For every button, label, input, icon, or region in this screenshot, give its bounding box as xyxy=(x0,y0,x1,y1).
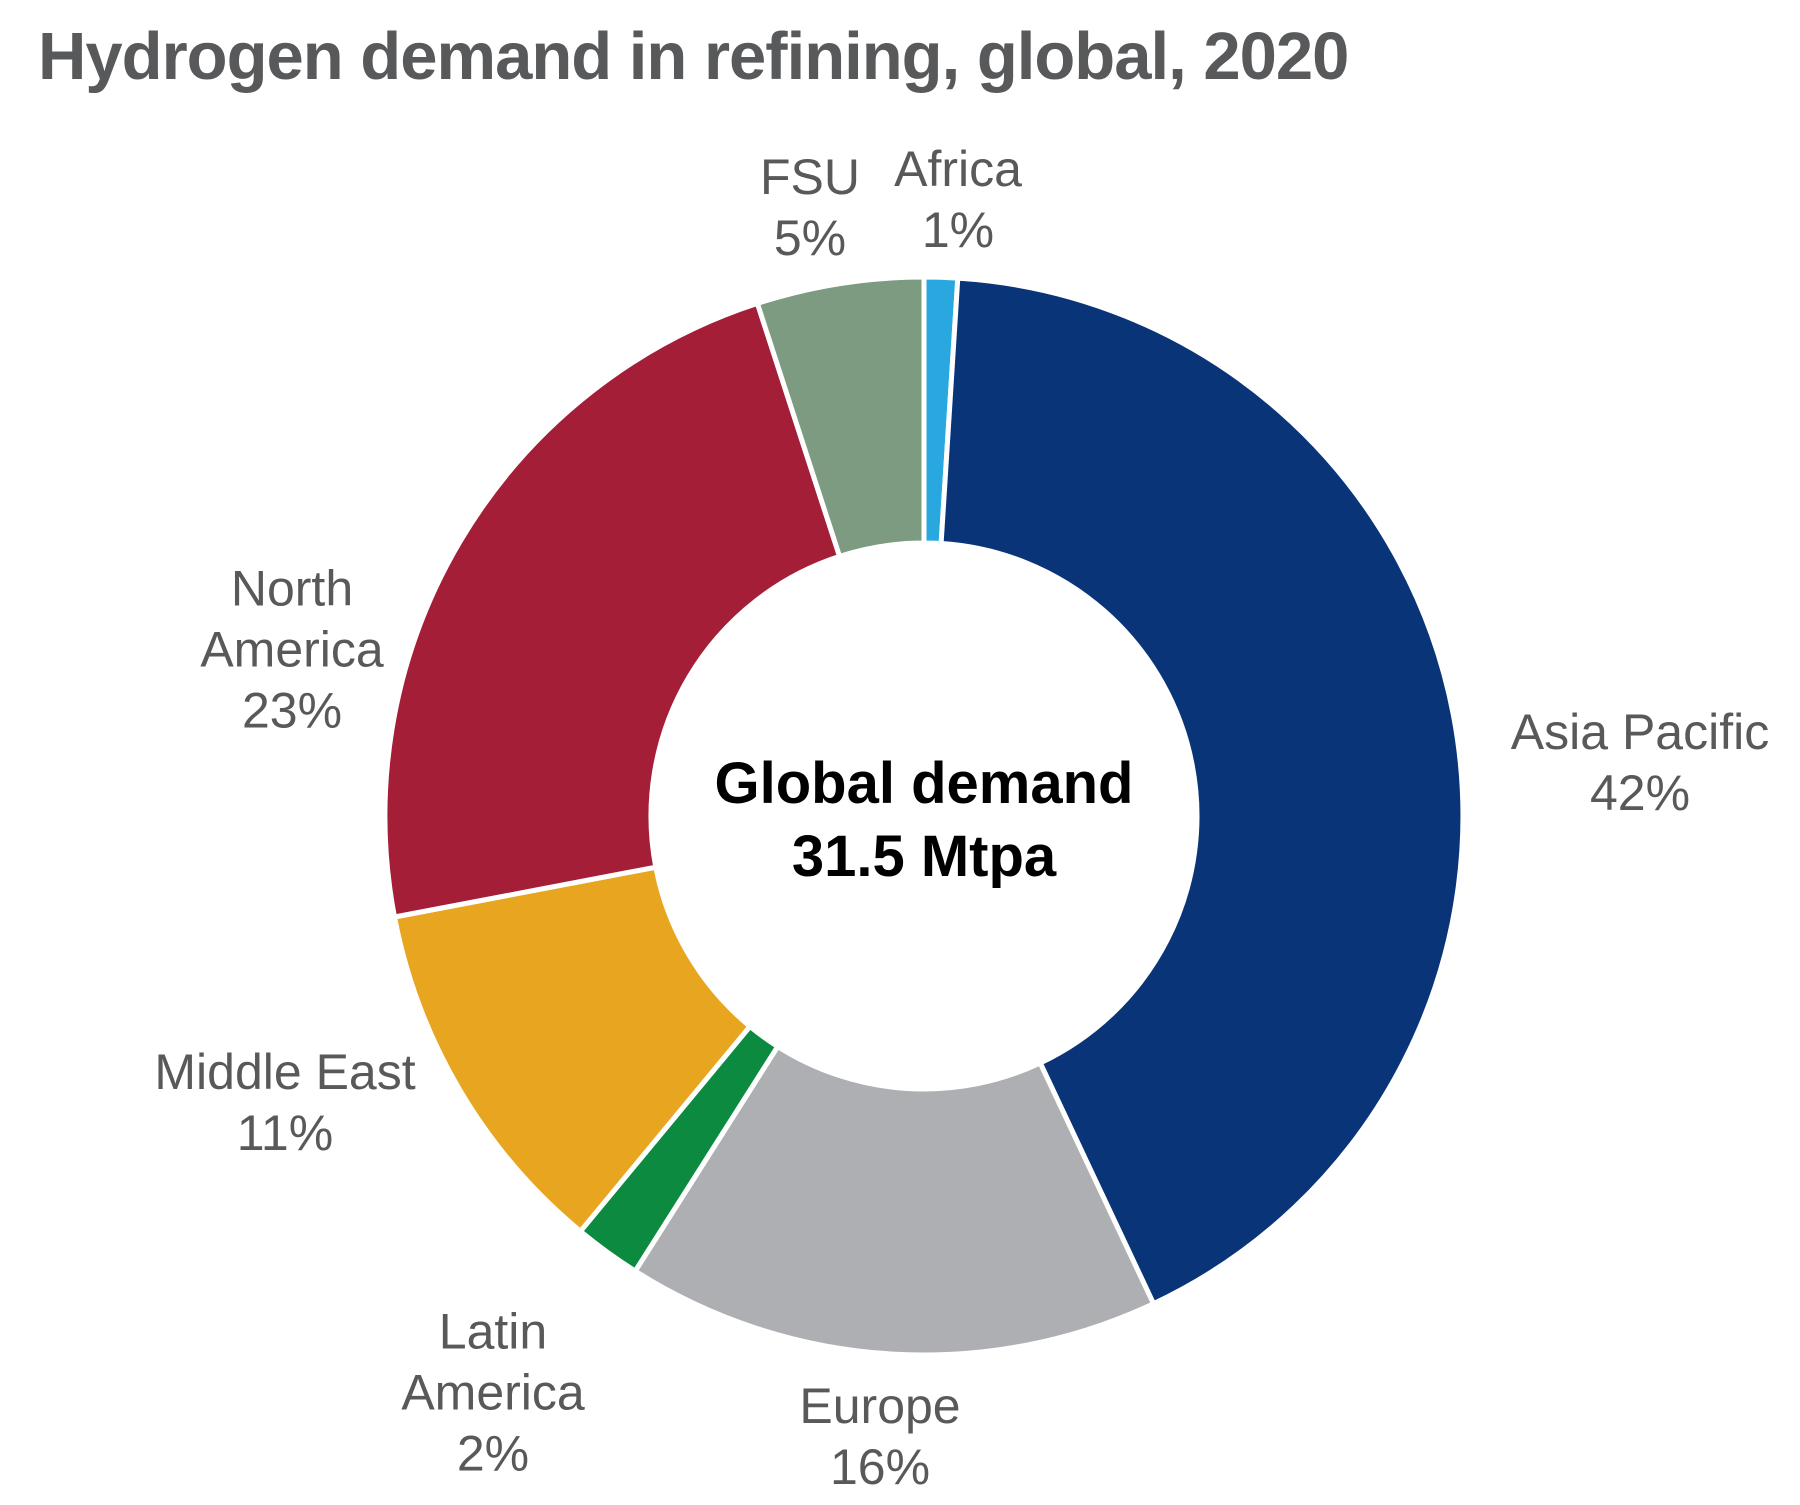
slice-north-america xyxy=(382,300,843,920)
slice-europe xyxy=(632,1044,1156,1358)
label-middle-east-pct: 11% xyxy=(236,1105,334,1161)
chart-title: Hydrogen demand in refining, global, 202… xyxy=(38,19,1349,94)
label-africa: Africa 1% xyxy=(894,139,1022,261)
label-asia-pacific: Asia Pacific 42% xyxy=(1511,702,1769,824)
label-fsu-name: FSU xyxy=(760,149,860,205)
slice-middle-east xyxy=(392,864,753,1234)
label-asia-pacific-pct: 42% xyxy=(1589,765,1691,821)
donut-center-line2: 31.5 Mtpa xyxy=(791,824,1057,889)
label-latin-america-line1: Latin xyxy=(438,1303,548,1360)
label-africa-name: Africa xyxy=(894,141,1022,197)
slice-fsu xyxy=(754,274,927,559)
label-middle-east-name: Middle East xyxy=(154,1044,416,1100)
label-latin-america: Latin America 2% xyxy=(401,1302,584,1485)
label-africa-pct: 1% xyxy=(921,202,995,258)
label-north-america: North America 23% xyxy=(200,559,383,742)
label-asia-pacific-name: Asia Pacific xyxy=(1510,704,1770,760)
label-fsu-pct: 5% xyxy=(773,210,847,266)
label-europe-name: Europe xyxy=(799,1378,961,1434)
donut-center-label: Global demand 31.5 Mtpa xyxy=(715,747,1134,893)
label-north-america-line1: North xyxy=(230,560,354,617)
label-north-america-line2: America xyxy=(200,621,384,678)
label-fsu: FSU 5% xyxy=(760,147,860,269)
label-north-america-pct: 23% xyxy=(241,682,343,739)
label-middle-east: Middle East 11% xyxy=(154,1042,415,1164)
label-latin-america-line2: America xyxy=(401,1364,585,1421)
label-europe: Europe 16% xyxy=(799,1376,960,1498)
label-latin-america-pct: 2% xyxy=(456,1425,530,1482)
label-europe-pct: 16% xyxy=(829,1439,931,1495)
slice-asia-pacific xyxy=(938,275,1466,1307)
donut-center-line1: Global demand xyxy=(714,750,1134,816)
